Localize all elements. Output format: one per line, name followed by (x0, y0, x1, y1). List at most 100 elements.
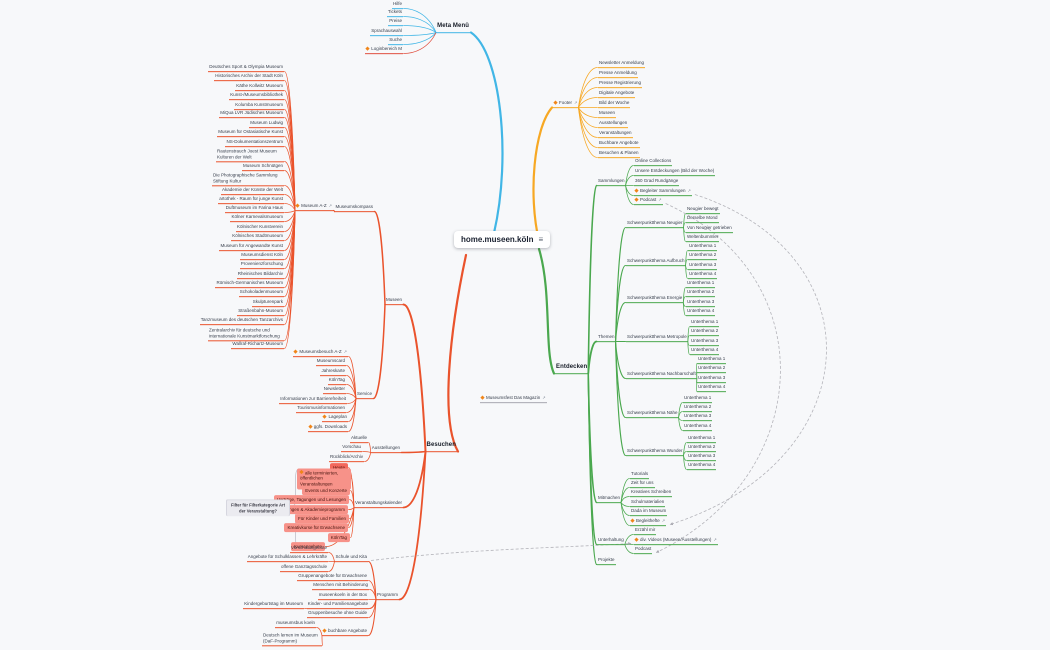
node-museum-für-angewandte-kunst[interactable]: Museum für Angewandte Kunst (219, 243, 284, 251)
node-artothek-raum-für-junge-kunst[interactable]: artothek - Raum für junge Kunst (218, 196, 284, 204)
node-unterthema-2[interactable]: Unterthema 2 (687, 444, 717, 452)
node-museenkoeln-in-der-box[interactable]: museenkoeln in der Box (317, 592, 368, 600)
node-presse-registrierung[interactable]: Presse Registrierung (598, 80, 643, 88)
node-unterthema-3[interactable]: Unterthema 3 (688, 262, 718, 270)
node-meta[interactable]: Meta Menü (436, 23, 470, 33)
node-zentralarchiv-für-deutsche-und-internati[interactable]: Zentralarchiv für deutsche und internati… (208, 327, 284, 341)
node-rheinisches-bildarchiv[interactable]: Rheinisches Bildarchiv (236, 271, 284, 279)
link-icon[interactable]: ↗ (343, 349, 347, 355)
node-unt[interactable]: Unterhaltung (597, 537, 625, 545)
node-dada-im-museum[interactable]: Dada im Museum (630, 508, 668, 516)
node-sk[interactable]: Schule und Kita (334, 554, 368, 562)
node-lageplan[interactable]: Lageplan (322, 414, 348, 422)
node-unterthema-4[interactable]: Unterthema 4 (690, 347, 720, 355)
node-für-kinder-und-familien[interactable]: Für Kinder und Familien (294, 514, 349, 523)
node-gruppenbesuche-ohne-guide[interactable]: Gruppenbesuche ohne Guide (306, 610, 368, 618)
node-aktuelle[interactable]: Aktuelle (349, 435, 368, 443)
node-kölnisches-stadtmuseum[interactable]: Kölnisches Stadtmuseum (231, 233, 284, 241)
node-sp5[interactable]: Schwerpunktthema Nachbarschaft (626, 371, 697, 379)
node-pod2[interactable]: Podcast (634, 546, 653, 554)
node-magazin[interactable]: Museumsfest Das Magazin ↗ (480, 395, 547, 403)
node-kal[interactable]: Veranstaltungskalender (353, 500, 403, 508)
node-presse-anmeldung[interactable]: Presse Anmeldung (598, 70, 638, 78)
node-projekte[interactable]: Projekte (597, 557, 616, 565)
link-icon[interactable]: ↗ (713, 537, 717, 543)
node-buch[interactable]: buchbare Angebote (321, 628, 368, 636)
node-unterthema-2[interactable]: Unterthema 2 (688, 252, 718, 260)
node-sp4[interactable]: Schwerpunktthema Metropole (626, 334, 688, 342)
node-unterthema-4[interactable]: Unterthema 4 (688, 271, 718, 279)
node-ent[interactable]: Entdecken (555, 364, 589, 374)
node-ggfs-downloads[interactable]: ggfs. Downloads (307, 424, 348, 432)
node-kursangebote[interactable]: Kursangebote (290, 542, 325, 551)
node-unterthema-4[interactable]: Unterthema 4 (686, 308, 716, 316)
node-offene-ganztagsschule[interactable]: offene Ganztagsschule (280, 564, 328, 572)
node-derselbe-mond[interactable]: Derselbe Mond (686, 215, 719, 223)
node-kolumba-kunstmuseum[interactable]: Kolumba Kunstmuseum (234, 102, 284, 110)
node-beghefte[interactable]: Begleithefte ↗ (630, 518, 667, 526)
node-kreatives-schreiben[interactable]: Kreatives Schreiben (630, 489, 673, 497)
node-footer[interactable]: Footer ↗ (553, 100, 579, 108)
node-unterthema-2[interactable]: Unterthema 2 (686, 289, 716, 297)
link-icon[interactable]: ↗ (328, 203, 332, 209)
node-preise[interactable]: Preise (388, 18, 403, 26)
node-die-photographische-sammlung-stiftung-ku[interactable]: Die Photographische Sammlung Stiftung Ku… (212, 172, 284, 186)
node-rautenstrauch-joest-museum-kulturen-der-[interactable]: Rautenstrauch Joest Museum Kulturen der … (216, 148, 284, 162)
node-bes[interactable]: Besuchen (425, 442, 457, 452)
node-führungen-akademieprogramm[interactable]: Führungen & Akademieprogramm (274, 505, 348, 514)
node-menschen-mit-behinderung[interactable]: Menschen mit Behinderung (312, 582, 369, 590)
node-deutsch-lernen-im-museum-daf-programm[interactable]: Deutsch lernen im Museum (DaF-Programm) (262, 632, 322, 646)
node-straßenbahn-museum[interactable]: Straßenbahn-Museum (237, 308, 284, 316)
node-maz[interactable]: Museum A-Z ↗ (295, 203, 333, 211)
node-sprachauswahl[interactable]: Sprachauswahl (370, 28, 403, 36)
node-komp[interactable]: Museumskompass (334, 204, 374, 212)
node-tourismusinformationen[interactable]: Tourismusinformationen (296, 405, 346, 413)
note-box[interactable]: Filter für Filterkategorie Art der Veran… (226, 499, 290, 516)
node-newsletter-anmeldung[interactable]: Newsletter Anmeldung (598, 60, 646, 68)
node-provenienzforschung[interactable]: Provenienzforschung (239, 261, 284, 269)
node-hilfe[interactable]: Hilfe (391, 1, 403, 9)
node-akademie-der-künste-der-welt[interactable]: Akademie der Künste der Welt (221, 187, 284, 195)
node-erzähl-mir[interactable]: Erzähl mir (634, 527, 657, 535)
link-icon[interactable]: ↗ (542, 395, 546, 401)
node-unterthema-3[interactable]: Unterthema 3 (686, 299, 716, 307)
node-historisches-archiv-der-stadt-köln[interactable]: Historisches Archiv der Stadt Köln (214, 73, 284, 81)
node-kölntag[interactable]: KölnTag (327, 533, 350, 542)
node-unterthema-1[interactable]: Unterthema 1 (690, 319, 720, 327)
node-themen[interactable]: Themen (597, 334, 616, 342)
node-wallraf-richartz-museum[interactable]: Wallraf-Richartz-Museum (231, 341, 284, 349)
node-sp7[interactable]: Schwerpunktthema Wunder (626, 448, 684, 456)
node-unterthema-1[interactable]: Unterthema 1 (683, 395, 713, 403)
node-sp6[interactable]: Schwerpunktthema Nähe (626, 410, 679, 418)
node-online-collections[interactable]: Online Collections (634, 158, 673, 166)
node-kunst-museumsbibliothek[interactable]: Kunst-/Museumsbibliothek (229, 92, 284, 100)
node-unterthema-3[interactable]: Unterthema 3 (683, 413, 713, 421)
menu-icon[interactable]: ≡ (538, 234, 544, 244)
node-duftmuseum-im-farina-haus[interactable]: Duftmuseum im Farina Haus (224, 205, 284, 213)
node-unterthema-1[interactable]: Unterthema 1 (686, 280, 716, 288)
node-kreativkurse-für-erwachsene[interactable]: Kreativkurse für Erwachsene (284, 523, 348, 532)
node-unterthema-2[interactable]: Unterthema 2 (683, 404, 713, 412)
node-tickets[interactable]: Tickets (386, 9, 403, 17)
node-rückblick-archiv[interactable]: Rückblick/Archiv (328, 454, 364, 462)
node-kf[interactable]: Kinder- und Familienangebote (306, 601, 369, 609)
node-pod1[interactable]: Podcast ↗ (634, 197, 663, 205)
node-heute[interactable]: Heute (329, 463, 348, 472)
node-sp3[interactable]: Schwerpunktthema Energie (626, 295, 684, 303)
node-angebote-für-schulklassen-lehrkräfte[interactable]: Angebote für Schulklassen & Lehrkräfte (246, 554, 328, 562)
node-museumsdienst-köln[interactable]: Museumsdienst Köln (240, 252, 284, 260)
node-loginbereich-m[interactable]: Loginbereich M (365, 46, 403, 54)
node-sp1[interactable]: Schwerpunktthema Neugier (626, 220, 684, 228)
node-tutorials[interactable]: Tutorials (630, 471, 650, 479)
node-museen[interactable]: Museen (598, 110, 617, 118)
node-begsamm[interactable]: Begleiter Sammlungen ↗ (634, 188, 692, 196)
center-node[interactable]: home.museen.köln ≡ (454, 231, 551, 248)
node-tanzmuseum-des-deutschen-tanzarchivs[interactable]: Tanzmuseum des deutschen Tanzarchivs (199, 317, 284, 325)
node-kindergeburtstag-im-museum[interactable]: Kindergeburtstag im Museum (243, 601, 304, 609)
node-vorschulangebote[interactable]: Vorschulangebote (289, 545, 328, 553)
node-unsere-entdeckungen-bild-der-woche[interactable]: Unsere Entdeckungen (Bild der Woche) (634, 168, 716, 176)
node-360-grad-rundgänge[interactable]: 360 Grad Rundgänge (634, 178, 680, 186)
node-kölner-karnevalsmuseum[interactable]: Kölner Karnevalsmuseum (230, 214, 284, 222)
node-schulmaterialien[interactable]: Schulmaterialien (630, 499, 666, 507)
